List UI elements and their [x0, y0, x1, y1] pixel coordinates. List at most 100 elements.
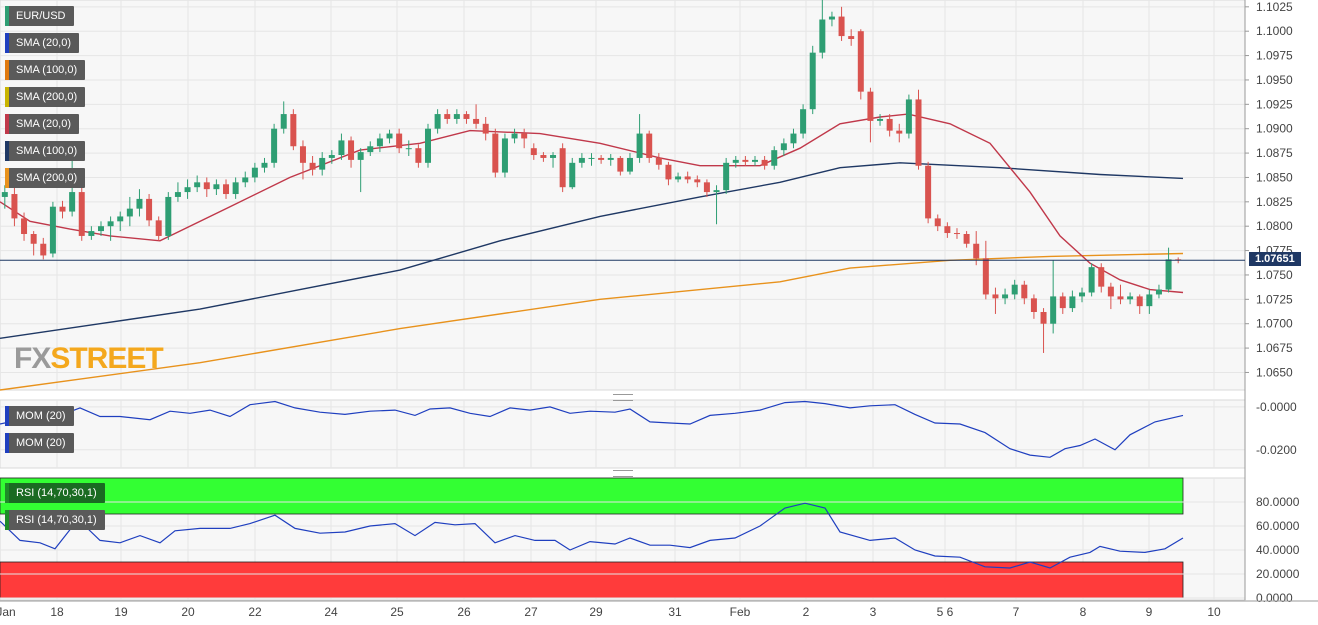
sma100-line [0, 162, 1184, 339]
mom-swatch-1 [5, 406, 9, 426]
candle-body [1011, 284, 1018, 295]
candle-body [982, 258, 989, 295]
candle-body [213, 184, 220, 190]
candle-body [242, 177, 249, 183]
candle-body [752, 159, 759, 162]
candle-body [78, 192, 85, 236]
candle-body [761, 159, 768, 166]
rsi-swatch-1 [5, 483, 9, 503]
indicator-text-5: SMA (100,0) [16, 145, 78, 157]
price-tick-label: 1.0675 [1256, 341, 1293, 355]
sma20-line [0, 113, 1184, 294]
candle-body [1107, 286, 1114, 297]
price-tick-label: 1.0850 [1256, 170, 1293, 184]
x-tick-label: 9 [1146, 605, 1153, 619]
price-tick-label: 1.0925 [1256, 97, 1293, 111]
price-tick-label: 1.0825 [1256, 195, 1293, 209]
candle-body [1146, 294, 1153, 307]
mom-label-1[interactable]: MOM (20) [5, 406, 74, 426]
candle-body [626, 157, 633, 172]
candle-body [1069, 296, 1076, 309]
candle-body [357, 152, 364, 160]
candle-body [338, 140, 345, 156]
candle-body [194, 182, 201, 188]
indicator-label-2[interactable]: SMA (100,0) [5, 60, 86, 80]
candle-body [165, 196, 172, 236]
fxstreet-logo: FXSTREET [14, 342, 164, 376]
candle-body [694, 179, 701, 183]
candle-body [1021, 284, 1028, 299]
x-tick-label: 22 [248, 605, 262, 619]
indicator-label-3[interactable]: SMA (200,0) [5, 87, 86, 107]
indicator-label-5[interactable]: SMA (100,0) [5, 141, 86, 161]
rsi-text-2: RSI (14,70,30,1) [16, 514, 97, 526]
pane-resize-handle-2[interactable] [613, 470, 633, 477]
current-price-tag: 1.07651 [1249, 252, 1301, 266]
rsi-label-2[interactable]: RSI (14,70,30,1) [5, 510, 105, 530]
candle-body [251, 167, 258, 178]
price-tick-label: 1.0900 [1256, 122, 1293, 136]
mom-label-2[interactable]: MOM (20) [5, 433, 74, 453]
rsi-tick-label: 0.0000 [1256, 591, 1293, 605]
x-tick-label: 3 [870, 605, 877, 619]
price-pane [0, 0, 1246, 391]
price-tick-label: 1.0800 [1256, 219, 1293, 233]
symbol-label[interactable]: EUR/USD [5, 6, 74, 26]
candle-body [790, 133, 797, 144]
candle-body [828, 16, 835, 20]
candle-body [934, 218, 941, 227]
candle-body [30, 234, 37, 244]
logo-fx: FX [14, 342, 51, 375]
candle-body [1127, 296, 1134, 300]
candle-body [703, 182, 710, 193]
pane-resize-handle-1[interactable] [613, 394, 633, 401]
candle-body [184, 187, 191, 193]
candle-body [49, 206, 56, 254]
price-tick-label: 1.0750 [1256, 268, 1293, 282]
rsi-tick-label: 20.0000 [1256, 567, 1300, 581]
candle-body [453, 114, 460, 119]
candle-body [559, 148, 566, 188]
rsi-line [0, 502, 1184, 569]
candle-body [1165, 259, 1172, 290]
rsi-overbought-zone [0, 477, 1184, 515]
candle-body [386, 133, 393, 139]
candle-body [915, 99, 922, 166]
x-tick-label: 26 [457, 605, 471, 619]
candle-body [665, 164, 672, 180]
indicator-label-1[interactable]: SMA (20,0) [5, 33, 80, 53]
candle-body [280, 114, 287, 129]
rsi-tick-label: 40.0000 [1256, 543, 1300, 557]
candle-body [203, 182, 210, 190]
candle-body [838, 16, 845, 37]
candle-body [97, 226, 104, 232]
momentum-line [0, 400, 1184, 458]
x-tick-label: 29 [589, 605, 603, 619]
candle-body [1079, 292, 1086, 297]
logo-street: STREET [50, 342, 163, 375]
candle-body [944, 226, 951, 234]
indicator-swatch-4 [5, 114, 9, 134]
candle-body [396, 133, 403, 149]
indicator-label-4[interactable]: SMA (20,0) [5, 114, 80, 134]
candle-body [1059, 296, 1066, 309]
indicator-label-6[interactable]: SMA (200,0) [5, 168, 86, 188]
candle-body [723, 162, 730, 191]
candle-body [88, 231, 95, 236]
indicator-text-4: SMA (20,0) [16, 118, 72, 130]
candle-body [482, 123, 489, 134]
candle-body [444, 114, 451, 119]
candle-body [1002, 294, 1009, 299]
price-tick-label: 1.0650 [1256, 365, 1293, 379]
candle-body [713, 190, 720, 193]
rsi-label-1[interactable]: RSI (14,70,30,1) [5, 483, 105, 503]
indicator-text-2: SMA (100,0) [16, 64, 78, 76]
candle-body [963, 234, 970, 244]
x-tick-label: 19 [114, 605, 128, 619]
candle-body [780, 143, 787, 151]
candle-body [126, 208, 133, 217]
symbol-swatch [5, 6, 9, 26]
candle-body [992, 294, 999, 299]
price-tick-label: 1.0700 [1256, 317, 1293, 331]
